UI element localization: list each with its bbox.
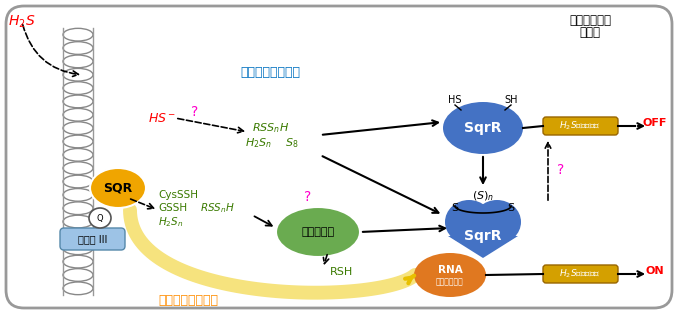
Ellipse shape — [63, 255, 93, 268]
Ellipse shape — [63, 28, 93, 41]
Text: $RSS_nH$: $RSS_nH$ — [252, 121, 289, 135]
Text: $(S)_n$: $(S)_n$ — [472, 189, 494, 203]
Ellipse shape — [89, 208, 111, 228]
Ellipse shape — [63, 189, 93, 201]
Text: $S_8$: $S_8$ — [285, 136, 299, 150]
Text: 複合体 III: 複合体 III — [78, 234, 107, 244]
Text: $H_2S$応答遺伝子: $H_2S$応答遺伝子 — [559, 120, 600, 132]
Ellipse shape — [445, 200, 493, 244]
Text: S: S — [507, 203, 515, 213]
Text: $H_2S_n$: $H_2S_n$ — [245, 136, 272, 150]
Ellipse shape — [63, 95, 93, 108]
Text: ON: ON — [646, 266, 664, 276]
Text: ?: ? — [305, 190, 311, 204]
Ellipse shape — [276, 207, 360, 257]
Text: RNA: RNA — [438, 265, 462, 275]
Text: Q: Q — [97, 214, 103, 222]
Text: HS: HS — [448, 95, 462, 105]
Ellipse shape — [473, 200, 521, 244]
Text: $RSS_nH$: $RSS_nH$ — [200, 201, 235, 215]
Ellipse shape — [63, 175, 93, 188]
Ellipse shape — [63, 229, 93, 241]
Ellipse shape — [63, 55, 93, 68]
Polygon shape — [448, 236, 518, 258]
FancyBboxPatch shape — [60, 228, 125, 250]
Text: ポリメラーゼ: ポリメラーゼ — [436, 278, 464, 287]
Text: 誘導的な代謝経路: 誘導的な代謝経路 — [158, 294, 218, 306]
Text: S: S — [452, 203, 458, 213]
Ellipse shape — [443, 102, 523, 154]
Text: ?: ? — [191, 105, 199, 119]
Text: ロダネース: ロダネース — [301, 227, 335, 237]
Text: RSH: RSH — [330, 267, 353, 277]
Text: $HS^-$: $HS^-$ — [148, 112, 176, 124]
Text: SH: SH — [505, 95, 517, 105]
Ellipse shape — [63, 202, 93, 215]
Ellipse shape — [414, 253, 486, 297]
Ellipse shape — [63, 122, 93, 135]
Text: SQR: SQR — [103, 181, 133, 194]
Ellipse shape — [63, 82, 93, 94]
FancyBboxPatch shape — [6, 6, 672, 308]
FancyBboxPatch shape — [543, 265, 618, 283]
Ellipse shape — [63, 148, 93, 161]
Text: 恒常的な代謝経路: 恒常的な代謝経路 — [240, 66, 300, 78]
FancyBboxPatch shape — [543, 117, 618, 135]
Text: SqrR: SqrR — [464, 229, 502, 243]
Text: $H_2S$応答遺伝子: $H_2S$応答遺伝子 — [559, 268, 600, 280]
Ellipse shape — [90, 168, 146, 208]
Ellipse shape — [63, 42, 93, 54]
Ellipse shape — [63, 269, 93, 281]
Text: ペリプラズム: ペリプラズム — [569, 14, 611, 26]
Text: $H_2S_n$: $H_2S_n$ — [158, 215, 184, 229]
Ellipse shape — [63, 162, 93, 175]
Text: ?: ? — [558, 163, 564, 177]
Text: OFF: OFF — [643, 118, 667, 128]
Text: 細胞質: 細胞質 — [579, 26, 600, 38]
Ellipse shape — [63, 215, 93, 228]
Text: SqrR: SqrR — [464, 121, 502, 135]
Ellipse shape — [63, 242, 93, 255]
Ellipse shape — [63, 135, 93, 148]
Text: CysSSH: CysSSH — [158, 190, 198, 200]
Ellipse shape — [63, 108, 93, 121]
Text: $H_2S$: $H_2S$ — [8, 14, 35, 31]
Ellipse shape — [63, 68, 93, 81]
Text: GSSH: GSSH — [158, 203, 187, 213]
Ellipse shape — [63, 282, 93, 295]
